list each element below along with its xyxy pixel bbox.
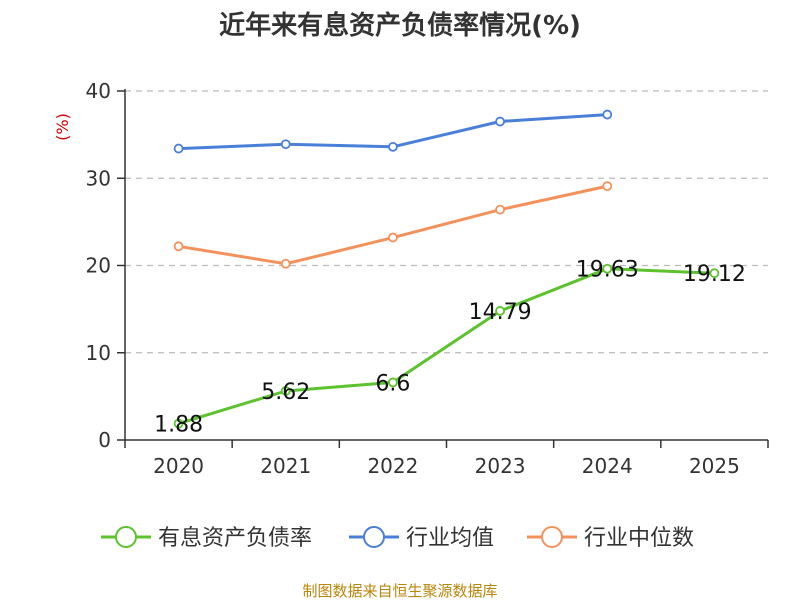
x-tick-label-2024: 2024 (582, 454, 633, 478)
series-line (178, 267, 715, 426)
data-label-2023: 14.79 (469, 300, 532, 325)
series-line (178, 184, 608, 266)
legend-swatch-marker (541, 526, 563, 548)
data-point-2020 (173, 418, 184, 429)
legend-item-0: 有息资产负债率 (101, 526, 312, 551)
source-note: 制图数据来自恒生聚源数据库 (302, 582, 497, 600)
data-point-2022 (388, 232, 398, 243)
data-label-layer: 1.88 5.62 6.6 14.79 19.63 19.12 (154, 258, 746, 438)
x-tick-label-2020: 2020 (153, 454, 204, 478)
x-tick-label-2023: 2023 (475, 454, 526, 478)
legend-label: 行业中位数 (584, 526, 694, 551)
legend-item-2: 行业中位数 (527, 526, 694, 551)
y-tick-label: 20 (86, 254, 111, 278)
grid-layer (125, 90, 768, 354)
data-point-2020 (173, 241, 184, 252)
series-1 (173, 109, 613, 154)
series-layer (173, 109, 720, 429)
data-point-2023 (495, 116, 505, 127)
data-point-2021 (280, 386, 291, 396)
chart-title: 近年来有息资产负债率情况(%) (219, 10, 581, 41)
y-tick-label: 10 (86, 341, 111, 365)
legend-swatch-marker (115, 526, 137, 548)
data-point-2021 (280, 139, 291, 150)
data-label-2025: 19.12 (683, 262, 746, 287)
y-axis-label: (%) (53, 113, 72, 141)
data-point-2024 (602, 109, 613, 120)
data-point-2021 (280, 258, 291, 269)
legend-label: 有息资产负债率 (158, 526, 312, 551)
axis-layer: 0 10 20 30 40 2020 2021 2022 2023 2024 2025 (86, 79, 769, 478)
data-label-2022: 6.6 (375, 371, 410, 396)
x-tick-label-2021: 2021 (260, 454, 311, 478)
data-label-2020: 1.88 (154, 413, 203, 438)
data-point-2020 (173, 143, 184, 154)
data-label-2024: 19.63 (576, 258, 639, 283)
data-point-2022 (388, 141, 398, 152)
data-point-2023 (495, 306, 505, 316)
data-point-2023 (495, 204, 505, 215)
legend-label: 行业均值 (406, 526, 494, 551)
y-tick-label: 30 (86, 166, 111, 190)
x-tick-label-2025: 2025 (689, 454, 740, 478)
data-point-2024 (602, 263, 613, 274)
data-point-2025 (709, 268, 720, 279)
series-0 (173, 263, 720, 429)
y-tick-label: 40 (86, 79, 111, 103)
x-tick-label-2022: 2022 (367, 454, 418, 478)
y-tick-label: 0 (98, 428, 111, 452)
legend: 有息资产负债率 行业均值 行业中位数 (101, 526, 694, 551)
data-label-2021: 5.62 (261, 380, 310, 405)
legend-item-1: 行业均值 (349, 526, 494, 551)
data-point-2022 (388, 377, 398, 388)
series-2 (173, 181, 613, 269)
data-point-2024 (602, 181, 613, 192)
legend-swatch-marker (363, 526, 385, 548)
